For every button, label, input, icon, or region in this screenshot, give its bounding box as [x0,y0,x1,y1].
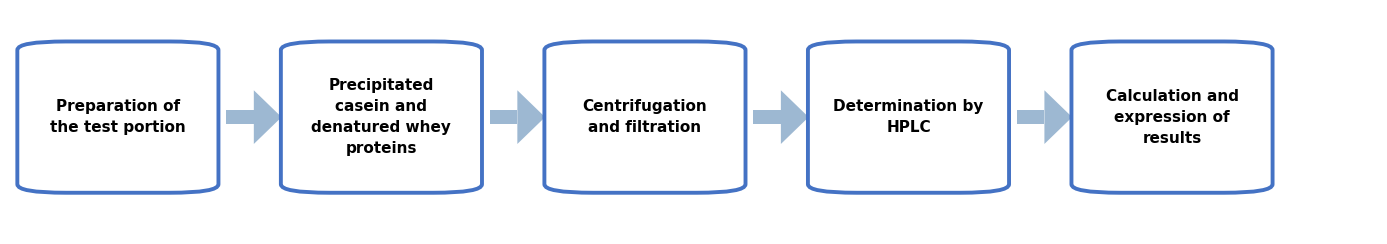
FancyBboxPatch shape [807,41,1008,193]
Polygon shape [781,90,809,144]
Text: Centrifugation
and filtration: Centrifugation and filtration [583,99,707,135]
FancyBboxPatch shape [280,41,483,193]
FancyBboxPatch shape [1017,110,1044,124]
Text: Determination by
HPLC: Determination by HPLC [834,99,983,135]
Polygon shape [254,90,282,144]
Polygon shape [1044,90,1072,144]
Polygon shape [517,90,545,144]
FancyBboxPatch shape [544,41,745,193]
Text: Preparation of
the test portion: Preparation of the test portion [50,99,186,135]
Text: Precipitated
casein and
denatured whey
proteins: Precipitated casein and denatured whey p… [312,78,451,156]
FancyBboxPatch shape [753,110,781,124]
FancyBboxPatch shape [226,110,254,124]
Text: Calculation and
expression of
results: Calculation and expression of results [1105,89,1239,146]
FancyBboxPatch shape [490,110,517,124]
FancyBboxPatch shape [18,41,219,193]
FancyBboxPatch shape [1071,41,1273,193]
